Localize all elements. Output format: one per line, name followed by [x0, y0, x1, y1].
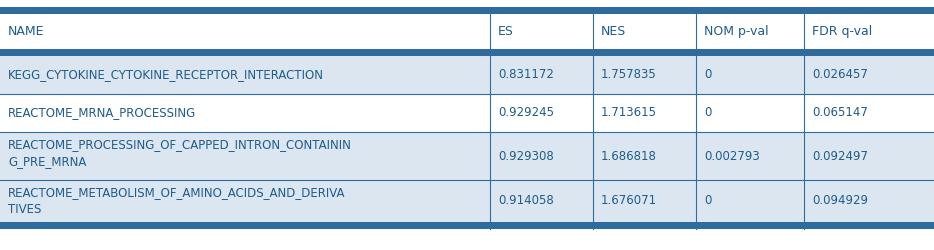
- Text: ES: ES: [498, 25, 514, 38]
- Text: NOM p-val: NOM p-val: [704, 25, 769, 38]
- Text: REACTOME_PROCESSING_OF_CAPPED_INTRON_CONTAININ
G_PRE_MRNA: REACTOME_PROCESSING_OF_CAPPED_INTRON_CON…: [8, 138, 352, 168]
- Text: 0.002793: 0.002793: [704, 150, 759, 162]
- Text: 1.676071: 1.676071: [601, 194, 658, 207]
- Bar: [0, 49, 934, 56]
- Text: KEGG_CYTOKINE_CYTOKINE_RECEPTOR_INTERACTION: KEGG_CYTOKINE_CYTOKINE_RECEPTOR_INTERACT…: [8, 68, 324, 82]
- Text: 0.929308: 0.929308: [498, 150, 554, 162]
- Bar: [0, 132, 934, 180]
- Bar: [0, 14, 934, 49]
- Text: 0.914058: 0.914058: [498, 194, 554, 207]
- Text: 1.757835: 1.757835: [601, 68, 657, 82]
- Text: REACTOME_METABOLISM_OF_AMINO_ACIDS_AND_DERIVA
TIVES: REACTOME_METABOLISM_OF_AMINO_ACIDS_AND_D…: [8, 186, 346, 216]
- Text: 0: 0: [704, 106, 712, 120]
- Text: 0.831172: 0.831172: [498, 68, 554, 82]
- Bar: [0, 7, 934, 14]
- Text: NES: NES: [601, 25, 627, 38]
- Text: REACTOME_MRNA_PROCESSING: REACTOME_MRNA_PROCESSING: [8, 106, 196, 120]
- Text: 0.026457: 0.026457: [812, 68, 868, 82]
- Text: 0: 0: [704, 194, 712, 207]
- Bar: [0, 56, 934, 94]
- Text: FDR q-val: FDR q-val: [812, 25, 872, 38]
- Bar: [0, 222, 934, 229]
- Bar: [0, 180, 934, 222]
- Text: 0.929245: 0.929245: [498, 106, 554, 120]
- Text: 0: 0: [704, 68, 712, 82]
- Text: 0.094929: 0.094929: [812, 194, 868, 207]
- Text: NAME: NAME: [8, 25, 45, 38]
- Text: 1.686818: 1.686818: [601, 150, 657, 162]
- Text: 0.065147: 0.065147: [812, 106, 868, 120]
- Text: 1.713615: 1.713615: [601, 106, 657, 120]
- Text: 0.092497: 0.092497: [812, 150, 868, 162]
- Bar: [0, 94, 934, 132]
